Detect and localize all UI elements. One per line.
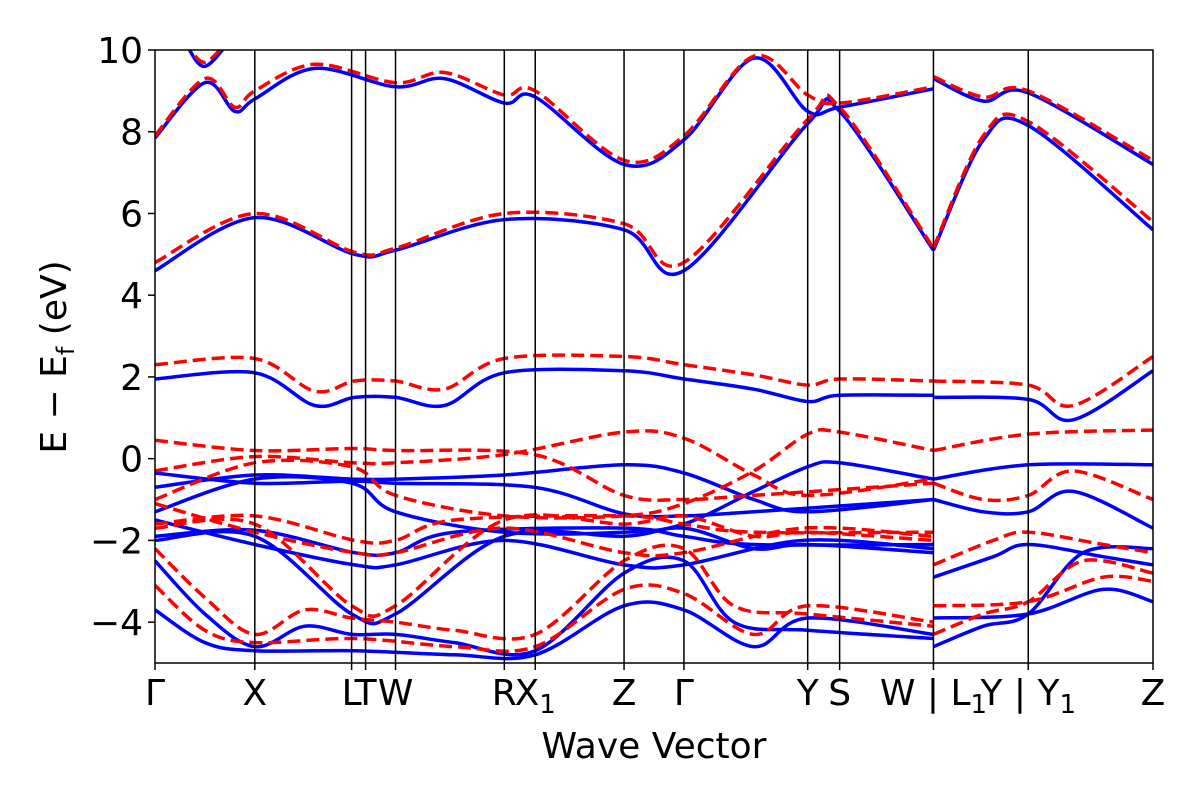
band-line-solid-12	[932, 542, 1153, 579]
band-line-dashed-9	[155, 93, 935, 268]
band-line-dashed-3	[155, 513, 934, 545]
y-tick-label-4: 4	[120, 276, 143, 317]
y-axis-label-units: (eV)	[34, 260, 75, 346]
band-line-solid-15	[932, 489, 1153, 530]
x-tick-label-4: W	[378, 673, 414, 714]
x-tick-label-10: S	[828, 673, 851, 714]
series-dashed	[155, 50, 1153, 653]
band-line-solid-9	[155, 97, 935, 277]
y-axis-label-main: E − E	[34, 355, 75, 454]
series-solid	[155, 50, 1153, 661]
band-line-dashed-8	[155, 353, 934, 394]
x-axis-label: Wave Vector	[542, 726, 767, 767]
band-line-dashed-4	[155, 501, 934, 558]
y-tick-label-1: −2	[90, 521, 143, 562]
kpoint-lines	[254, 50, 1029, 663]
x-tick-label-6: X1	[515, 673, 556, 720]
x-tick-label-0: Γ	[145, 673, 165, 714]
x-tick-label-3: T	[354, 673, 378, 714]
x-axis-ticks: Γ X LT W RX1 Z Γ Y S W | L1Y | Y1 Z	[145, 663, 1165, 720]
y-tick-label-5: 6	[120, 194, 143, 235]
x-tick-label-11: W | L1	[880, 673, 987, 720]
x-tick-label-12: Y | Y1	[979, 673, 1076, 720]
band-line-solid-13	[933, 461, 1153, 481]
band-line-dashed-10	[155, 53, 934, 164]
band-line-dashed-6	[155, 429, 934, 498]
x-tick-label-9: Y	[796, 673, 820, 714]
y-tick-label-3: 2	[120, 358, 143, 399]
x-tick-label-1: X	[242, 673, 267, 714]
x-tick-label-5: R	[492, 673, 517, 714]
band-line-solid-17	[933, 369, 1153, 423]
band-line-solid-10	[155, 56, 934, 169]
band-line-dashed-5	[155, 438, 934, 503]
band-line-solid-11	[187, 50, 225, 69]
y-axis-label: E − Ef (eV)	[34, 260, 80, 453]
y-tick-label-0: −4	[90, 603, 143, 644]
band-line-dashed-19	[931, 112, 1153, 249]
y-tick-label-7: 10	[97, 31, 143, 72]
band-line-dashed-16	[933, 574, 1153, 608]
band-line-dashed-13	[933, 428, 1153, 453]
band-line-solid-7	[155, 460, 934, 536]
band-line-dashed-17	[933, 355, 1153, 408]
x-tick-label-7: Z	[612, 673, 637, 714]
band-line-solid-1	[155, 555, 934, 657]
band-line-solid-19	[931, 116, 1153, 251]
band-line-solid-16	[933, 587, 1153, 620]
band-line-dashed-1	[155, 543, 934, 641]
band-line-solid-4	[155, 518, 934, 570]
y-tick-label-2: 0	[120, 440, 143, 481]
y-axis-label-subscript: f	[52, 346, 80, 355]
band-line-solid-2	[155, 526, 934, 626]
band-line-dashed-7	[155, 427, 934, 520]
band-line-solid-8	[155, 367, 934, 409]
band-line-dashed-18	[932, 74, 1153, 162]
x-tick-label-8: Γ	[674, 673, 694, 714]
band-line-dashed-11	[189, 50, 222, 65]
band-line-solid-18	[932, 77, 1153, 166]
band-lines	[155, 50, 1153, 661]
x-tick-label-2: L	[342, 673, 362, 714]
y-tick-label-6: 8	[120, 113, 143, 154]
band-line-solid-5	[155, 471, 934, 519]
x-tick-label-13: Z	[1141, 673, 1166, 714]
band-line-solid-14	[932, 544, 1153, 649]
plot-frame	[154, 49, 1154, 664]
band-line-dashed-15	[932, 469, 1153, 503]
y-axis-ticks: −4 −2 0 2 4 6 8 10	[90, 31, 155, 644]
